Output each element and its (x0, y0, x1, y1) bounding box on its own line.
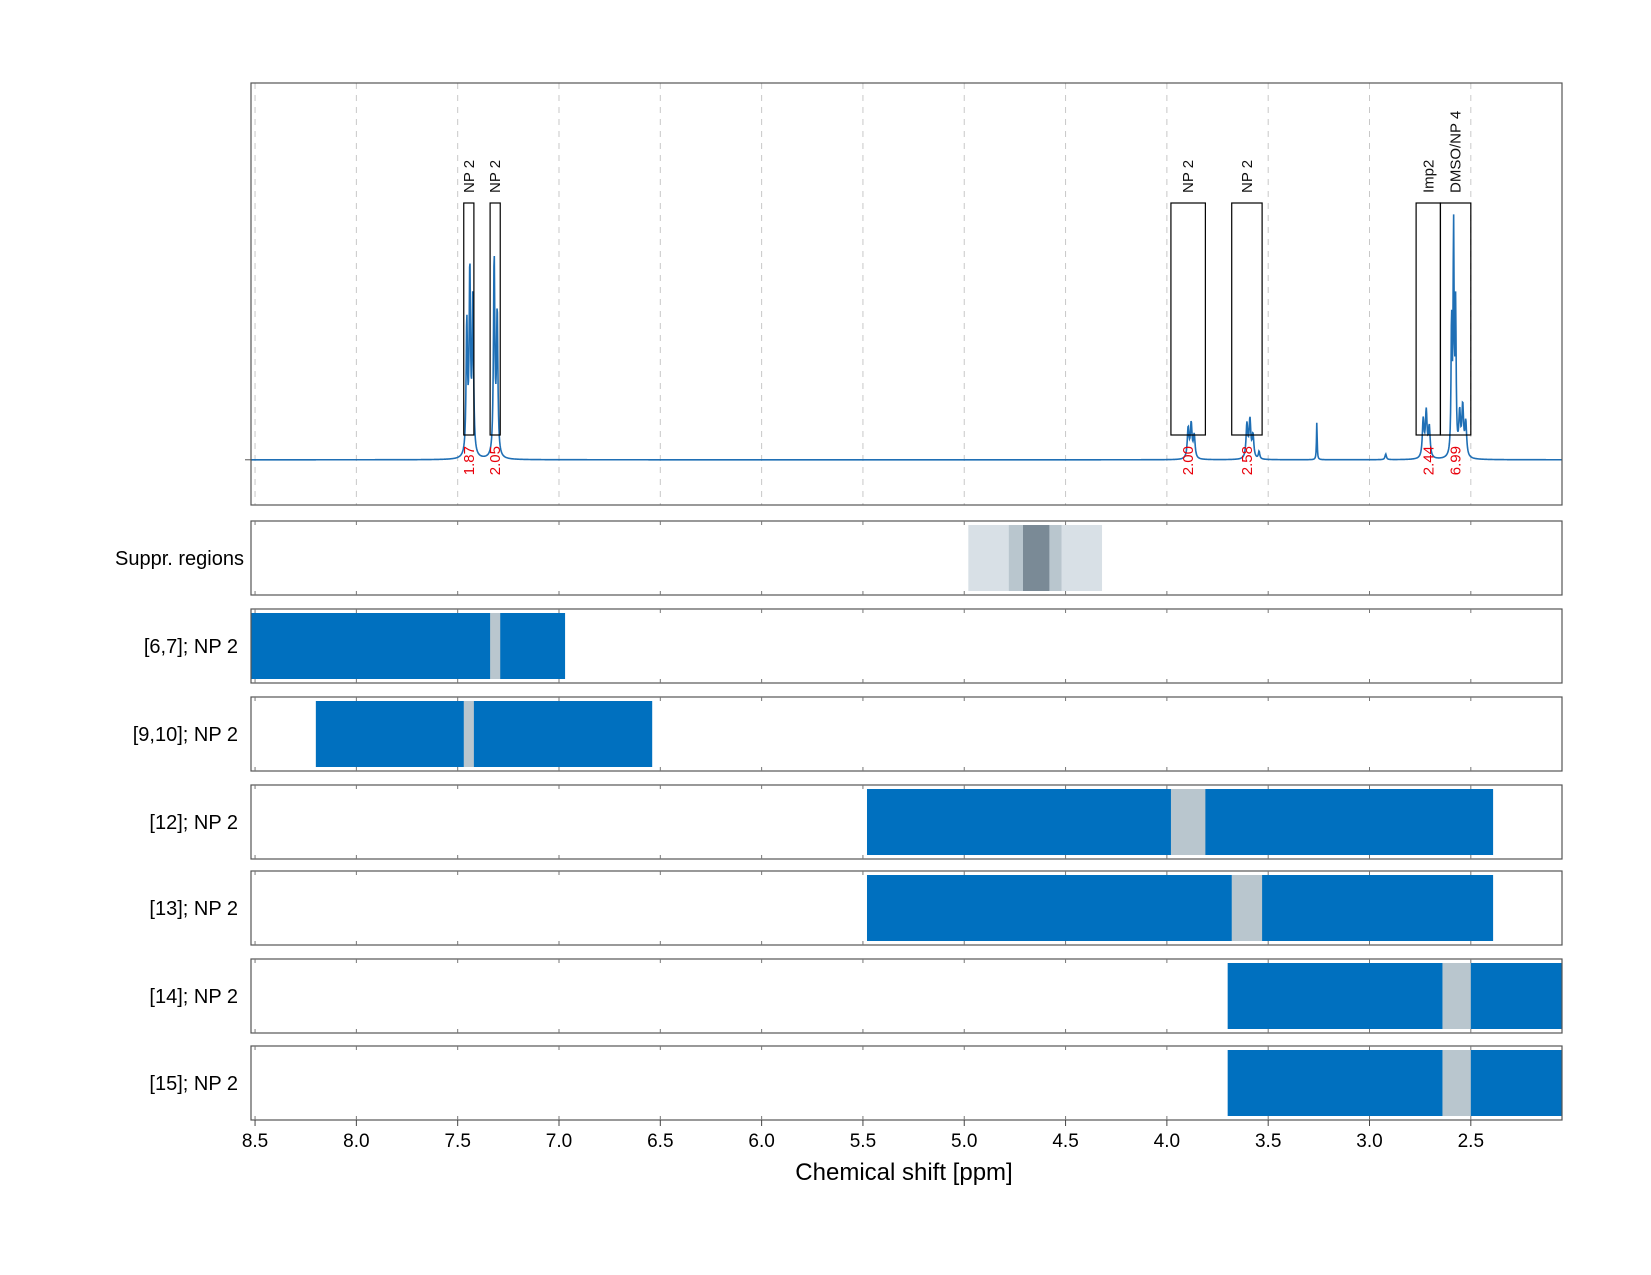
region-panel-frame (250, 958, 1563, 1034)
region-panel-frame (250, 520, 1563, 596)
region-row-label: [15]; NP 2 (149, 1073, 238, 1095)
spectrum-panel: NP 2 1.87 NP 2 2.05 NP 2 2.00 NP 2 2.58 Imp2 2.44… (245, 82, 1563, 506)
integration-region (1231, 202, 1263, 436)
region-bar (866, 875, 1494, 941)
x-tick-label: 6.5 (647, 1131, 673, 1152)
x-tick-label: 3.0 (1356, 1131, 1382, 1152)
x-tick-label: 2.5 (1458, 1131, 1484, 1152)
region-panels: Suppr. regions [6,7]; NP 2 [9,10]; NP 2 [12… (115, 520, 1563, 1121)
x-tick-label: 4.5 (1052, 1131, 1078, 1152)
x-axis: 8.5 8.0 7.5 7.0 6.5 6.0 5.5 5.0 4.5 4.0 3.5 3.0 2.5 (242, 1120, 1484, 1152)
region-panel: Suppr. regions (115, 520, 1563, 596)
spectrum-line (251, 214, 1562, 461)
region-panel-frame (250, 870, 1563, 946)
region-bar (251, 613, 566, 679)
region-bar (1227, 963, 1562, 1029)
region-row-label: [13]; NP 2 (149, 898, 238, 920)
region-panel: [12]; NP 2 (149, 784, 1563, 860)
spectrum-frame (250, 82, 1563, 506)
peak-label: NP 2 (1180, 160, 1197, 193)
region-row-label: [9,10]; NP 2 (133, 724, 238, 746)
region-panel: [14]; NP 2 (149, 958, 1563, 1034)
region-row-label: [6,7]; NP 2 (144, 636, 238, 658)
peak-label: DMSO/NP 4 (1448, 111, 1465, 193)
x-tick-label: 8.0 (343, 1131, 369, 1152)
region-panel-frame (250, 696, 1563, 772)
integral-value: 2.00 (1180, 446, 1197, 475)
region-row-label: Suppr. regions (115, 548, 244, 570)
x-tick-label: 8.5 (242, 1131, 268, 1152)
x-tick-label: 6.0 (748, 1131, 774, 1152)
region-bar (1227, 1050, 1562, 1116)
region-bar (463, 701, 474, 767)
region-panel-frame (250, 608, 1563, 684)
x-tick-label: 7.5 (444, 1131, 470, 1152)
region-bar (1023, 525, 1050, 591)
region-bar (1170, 789, 1206, 855)
region-bar (490, 613, 501, 679)
integration-region (463, 202, 475, 436)
integration-region (489, 202, 501, 436)
peak-label: NP 2 (487, 160, 504, 193)
integral-value: 6.99 (1448, 446, 1465, 475)
x-tick-label: 7.0 (546, 1131, 572, 1152)
integral-value: 2.58 (1239, 446, 1256, 475)
peak-label: Imp2 (1420, 160, 1437, 193)
x-tick-label: 5.5 (850, 1131, 876, 1152)
region-row-label: [14]; NP 2 (149, 986, 238, 1008)
region-panel-frame (250, 784, 1563, 860)
integral-value: 1.87 (461, 446, 478, 475)
x-tick-label: 5.0 (951, 1131, 977, 1152)
region-bar (1442, 963, 1471, 1029)
x-axis-title: Chemical shift [ppm] (795, 1159, 1012, 1186)
region-panel: [9,10]; NP 2 (133, 696, 1563, 772)
integration-region (1415, 202, 1442, 436)
peak-label: NP 2 (461, 160, 478, 193)
integration-region (1170, 202, 1206, 436)
integration-region (1439, 202, 1472, 436)
integral-value: 2.44 (1420, 446, 1437, 475)
region-bar (315, 701, 653, 767)
integral-value: 2.05 (487, 446, 504, 475)
region-panel: [13]; NP 2 (149, 870, 1563, 946)
x-tick-label: 4.0 (1154, 1131, 1180, 1152)
region-panel-frame (250, 1045, 1563, 1121)
region-panel: [6,7]; NP 2 (144, 608, 1563, 684)
region-panel: [15]; NP 2 (149, 1045, 1563, 1121)
region-row-label: [12]; NP 2 (149, 812, 238, 834)
region-bar (1231, 875, 1263, 941)
x-tick-label: 3.5 (1255, 1131, 1281, 1152)
peak-label: NP 2 (1239, 160, 1256, 193)
region-bar (1442, 1050, 1471, 1116)
